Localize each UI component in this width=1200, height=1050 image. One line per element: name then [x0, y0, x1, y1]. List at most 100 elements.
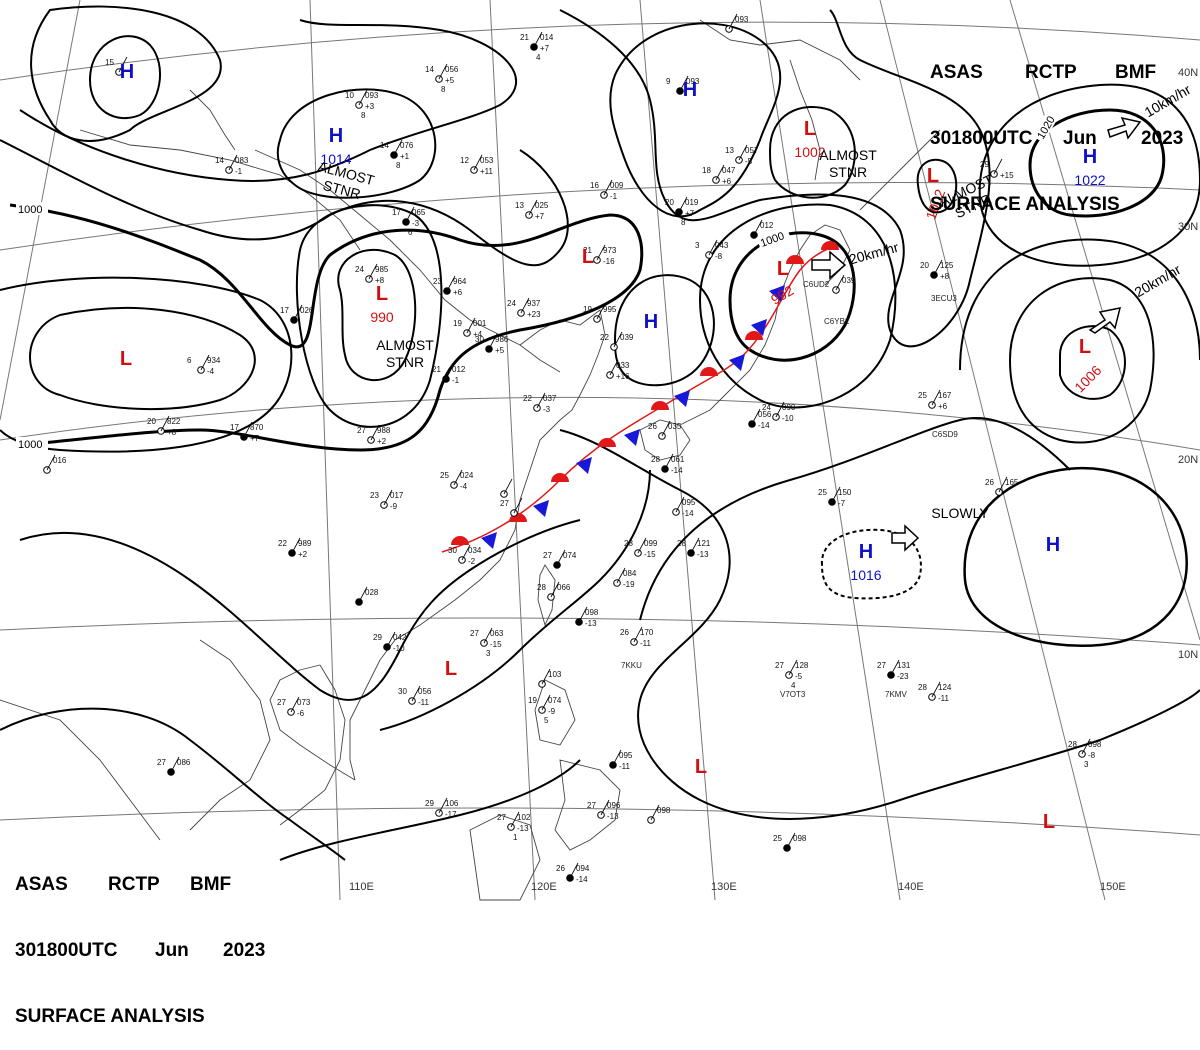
station-tendency: -11	[418, 698, 430, 707]
isobar-label-bg	[16, 202, 48, 215]
ship-callsign: 7KMV	[885, 690, 907, 699]
isobar-h1014	[276, 88, 437, 199]
station-plot: 28 121 -13	[677, 537, 711, 559]
coast-taiwan	[537, 564, 556, 627]
station-pressure: 964	[453, 277, 467, 286]
cold-front-triangle	[533, 500, 549, 517]
station-temp: 17	[392, 208, 401, 217]
wind-barb	[520, 297, 530, 314]
ship-callsign: 3ECU3	[931, 294, 957, 303]
isobar-north-arc	[0, 139, 569, 267]
station-plot: 21 973 -16	[583, 244, 617, 266]
station-pressure: 016	[53, 456, 67, 465]
station-pressure: 093	[735, 15, 749, 24]
isobar-southwest-trough	[19, 519, 581, 701]
station-temp: 29	[425, 799, 434, 808]
coast-kuril	[859, 129, 941, 211]
station-tendency: -10	[782, 414, 794, 423]
station-tendency: -5	[745, 157, 753, 166]
station-pressure: 937	[527, 299, 541, 308]
station-plot: 27 096 -13	[587, 799, 621, 821]
station-weather: 8	[441, 85, 446, 94]
parallel-20n	[0, 396, 1200, 451]
station-temp: 21	[583, 246, 592, 255]
station-plot: 17 870 +7	[230, 421, 264, 443]
station-plot: 19 995	[583, 303, 617, 323]
station-temp: 9	[666, 77, 671, 86]
coast-vietnam	[279, 664, 346, 826]
station-plot: 016	[43, 454, 67, 474]
lat-label: 20N	[1178, 454, 1198, 466]
station-pressure: 065	[412, 208, 426, 217]
station-plot: 20 822 +8	[147, 415, 181, 437]
wind-barb	[46, 454, 56, 471]
station-pressure: 165	[1005, 478, 1019, 487]
station-plot: 27 988 +2	[357, 424, 391, 446]
station-temp: 27	[543, 551, 552, 560]
coast-philippines-south	[554, 759, 621, 851]
station-pressure: 066	[557, 583, 571, 592]
station-pressure: 014	[540, 33, 554, 42]
station-tendency: +8	[940, 272, 950, 281]
station-pressure: 934	[207, 356, 221, 365]
wind-barb	[453, 469, 463, 486]
station-plot: 27 073 -6	[277, 696, 311, 718]
low-centre-letter: L	[120, 348, 132, 370]
wind-barb	[637, 537, 647, 554]
station-plot: 28 099 -15	[624, 537, 658, 559]
station-pressure: 870	[250, 423, 264, 432]
station-tendency: -11	[619, 762, 631, 771]
wind-barb	[993, 158, 1003, 175]
low-centre-letter: L	[777, 258, 789, 280]
lon-label: 140E	[898, 881, 924, 893]
station-pressure: 093	[686, 77, 700, 86]
station-plot: 27 128 -54	[775, 659, 809, 690]
high-centre-letter: H	[644, 311, 658, 333]
station-weather: 4	[791, 681, 796, 690]
station-plot: 14 056 +58	[425, 63, 459, 94]
station-temp: 27	[500, 499, 509, 508]
wind-barb	[541, 668, 551, 685]
station-temp: 27	[877, 661, 886, 670]
lon-label: 120E	[531, 881, 557, 893]
station-weather: 5	[544, 716, 549, 725]
wind-barb	[438, 797, 448, 814]
station-pressure: 024	[460, 471, 474, 480]
station-pressure: 822	[167, 417, 181, 426]
station-plot: 30 986 +5	[475, 333, 509, 355]
meridian-140e	[759, 0, 901, 901]
station-plot: 093	[725, 13, 749, 33]
station-pressure: 017	[390, 491, 404, 500]
station-temp: 30	[398, 687, 407, 696]
wind-barb	[438, 63, 448, 80]
isobar-south-china-sea	[379, 469, 651, 731]
station-tendency: +15	[1000, 171, 1014, 180]
meridian-130e	[639, 0, 716, 901]
station-temp: 27	[157, 758, 166, 767]
cold-front-triangle	[481, 532, 497, 549]
high-centre-letter: H	[329, 125, 343, 147]
station-weather: 3	[486, 649, 491, 658]
station-plot: 17 065 -36	[392, 206, 426, 237]
station-temp: 28	[624, 539, 633, 548]
station-tendency: -13	[517, 824, 529, 833]
wind-barb	[466, 317, 476, 334]
header-datetime: 301800UTC	[930, 128, 1033, 149]
stationary-front	[441, 241, 839, 553]
motion-note: SLOWLY	[931, 505, 989, 521]
wind-barb	[228, 154, 238, 171]
coast-philippines-luzon	[534, 679, 576, 746]
station-weather: 1	[513, 833, 518, 842]
header-office-2: BMF	[190, 874, 232, 895]
station-plot: 28 066	[537, 581, 571, 601]
station-tendency: +2	[377, 437, 387, 446]
station-pressure: 098	[585, 608, 599, 617]
station-plot: 29 042 -10	[373, 631, 407, 653]
header-station: RCTP	[1025, 62, 1077, 83]
header-product: SURFACE ANALYSIS	[930, 194, 1120, 215]
header-office: BMF	[1115, 62, 1157, 83]
isobar-l990-outer	[295, 204, 443, 428]
pressure-value: 1002	[794, 144, 825, 160]
station-plot: 15	[105, 56, 128, 76]
station-plot: 24 937 +23	[507, 297, 541, 319]
